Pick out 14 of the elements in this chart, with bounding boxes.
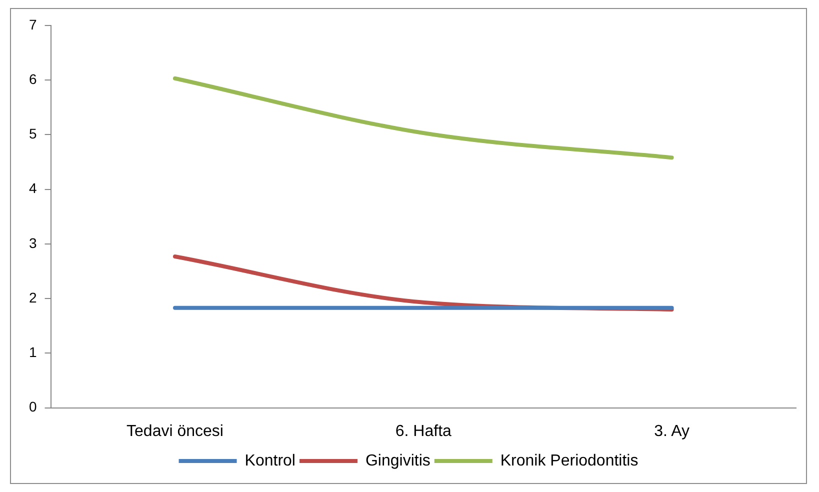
y-tick-label: 1 xyxy=(28,344,37,360)
legend-label: Gingivitis xyxy=(365,452,430,470)
y-tick-label: 2 xyxy=(28,289,37,306)
y-tick-label: 0 xyxy=(28,398,37,415)
y-tick-label: 6 xyxy=(28,70,37,87)
x-tick-label: 6. Hafta xyxy=(395,422,452,440)
y-tick-label: 7 xyxy=(28,16,37,32)
y-tick-label: 5 xyxy=(28,126,37,142)
x-tick-label: Tedavi öncesi xyxy=(126,422,224,440)
x-tick-label: 3. Ay xyxy=(654,422,690,440)
y-tick-label: 4 xyxy=(28,180,37,196)
legend-label: Kronik Periodontitis xyxy=(500,452,638,470)
legend-label: Kontrol xyxy=(244,452,296,470)
y-tick-label: 3 xyxy=(28,234,37,251)
